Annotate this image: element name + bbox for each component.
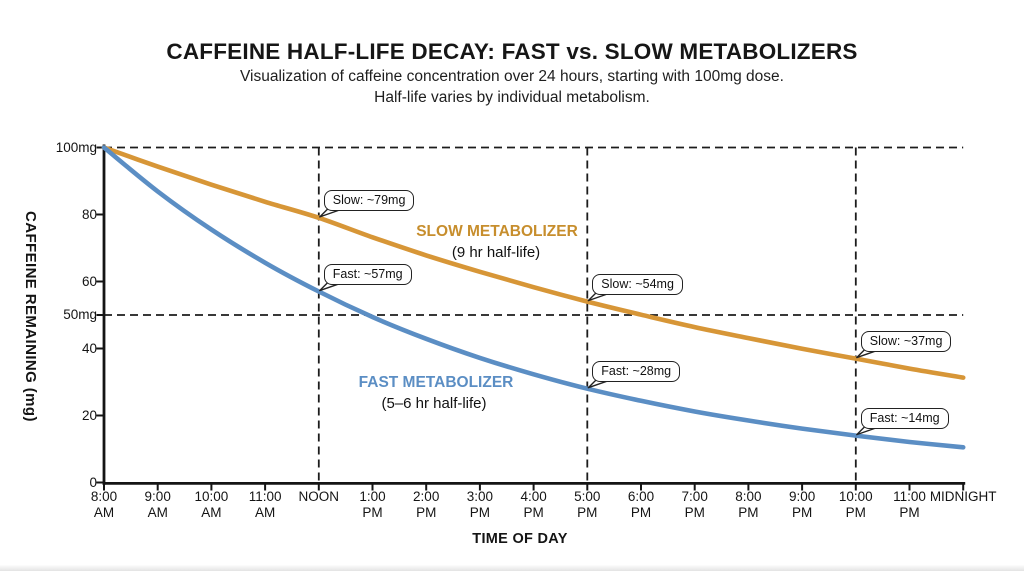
chart-subtitle-line-2: Half-life varies by individual metabolis… [374, 89, 650, 106]
series-line-fast [101, 145, 966, 450]
annotation-callout: Slow: ~79mg [323, 189, 415, 211]
y-tick-label: 20 [81, 407, 97, 423]
x-axis-title: TIME OF DAY [472, 531, 568, 547]
x-tick-label: MIDNIGHT [929, 489, 997, 504]
x-tick-label: 5:00 PM [574, 489, 601, 520]
x-tick-label: 9:00 AM [144, 489, 171, 520]
series-sublabel-fast-half-life: (5–6 hr half-life) [381, 395, 487, 412]
series-label-fast-metabolizer: FAST METABOLIZER [358, 374, 514, 391]
x-tick-label: 3:00 PM [466, 489, 494, 520]
annotation-callout: Slow: ~37mg [860, 330, 952, 352]
x-tick-label: 11:00 AM [248, 489, 282, 520]
x-tick-label: 11:00 PM [893, 489, 926, 520]
chart-title: CAFFEINE HALF-LIFE DECAY: FAST vs. SLOW … [166, 39, 858, 64]
annotation-callout: Fast: ~57mg [323, 263, 412, 285]
y-tick-label: 80 [81, 206, 97, 222]
x-tick-label: 6:00 PM [627, 489, 655, 520]
x-tick-label: 10:00 AM [194, 489, 229, 520]
y-tick-label: 50mg [63, 307, 97, 322]
y-tick-label: 100mg [55, 139, 97, 155]
annotation-callout: Slow: ~54mg [592, 273, 683, 295]
x-tick-label: 9:00 PM [788, 489, 816, 520]
x-tick-label: 4:00 PM [520, 489, 547, 520]
series-label-slow-metabolizer: SLOW METABOLIZER [416, 223, 578, 240]
x-tick-label: 8:00 PM [735, 489, 762, 520]
y-axis-title: CAFFEINE REMAINING (mg) [22, 210, 39, 422]
x-tick-label: 10:00 PM [838, 489, 873, 520]
y-tick-label: 60 [81, 273, 97, 289]
x-tick-label: NOON [298, 489, 340, 504]
x-tick-label: 8:00 AM [90, 489, 118, 520]
x-tick-label: 1:00 PM [359, 489, 386, 520]
y-tick-label: 40 [81, 340, 97, 356]
bottom-edge-strip [0, 565, 1024, 571]
x-tick-label: 2:00 PM [413, 489, 440, 520]
series-line-slow [101, 145, 966, 380]
chart-subtitle-line-1: Visualization of caffeine concentration … [240, 68, 784, 85]
annotation-callout: Fast: ~28mg [592, 360, 681, 382]
series-sublabel-slow-half-life: (9 hr half-life) [451, 244, 541, 261]
x-tick-label: 7:00 PM [681, 489, 708, 520]
y-tick-label: 0 [89, 474, 97, 490]
annotation-callout: Fast: ~14mg [860, 407, 949, 429]
